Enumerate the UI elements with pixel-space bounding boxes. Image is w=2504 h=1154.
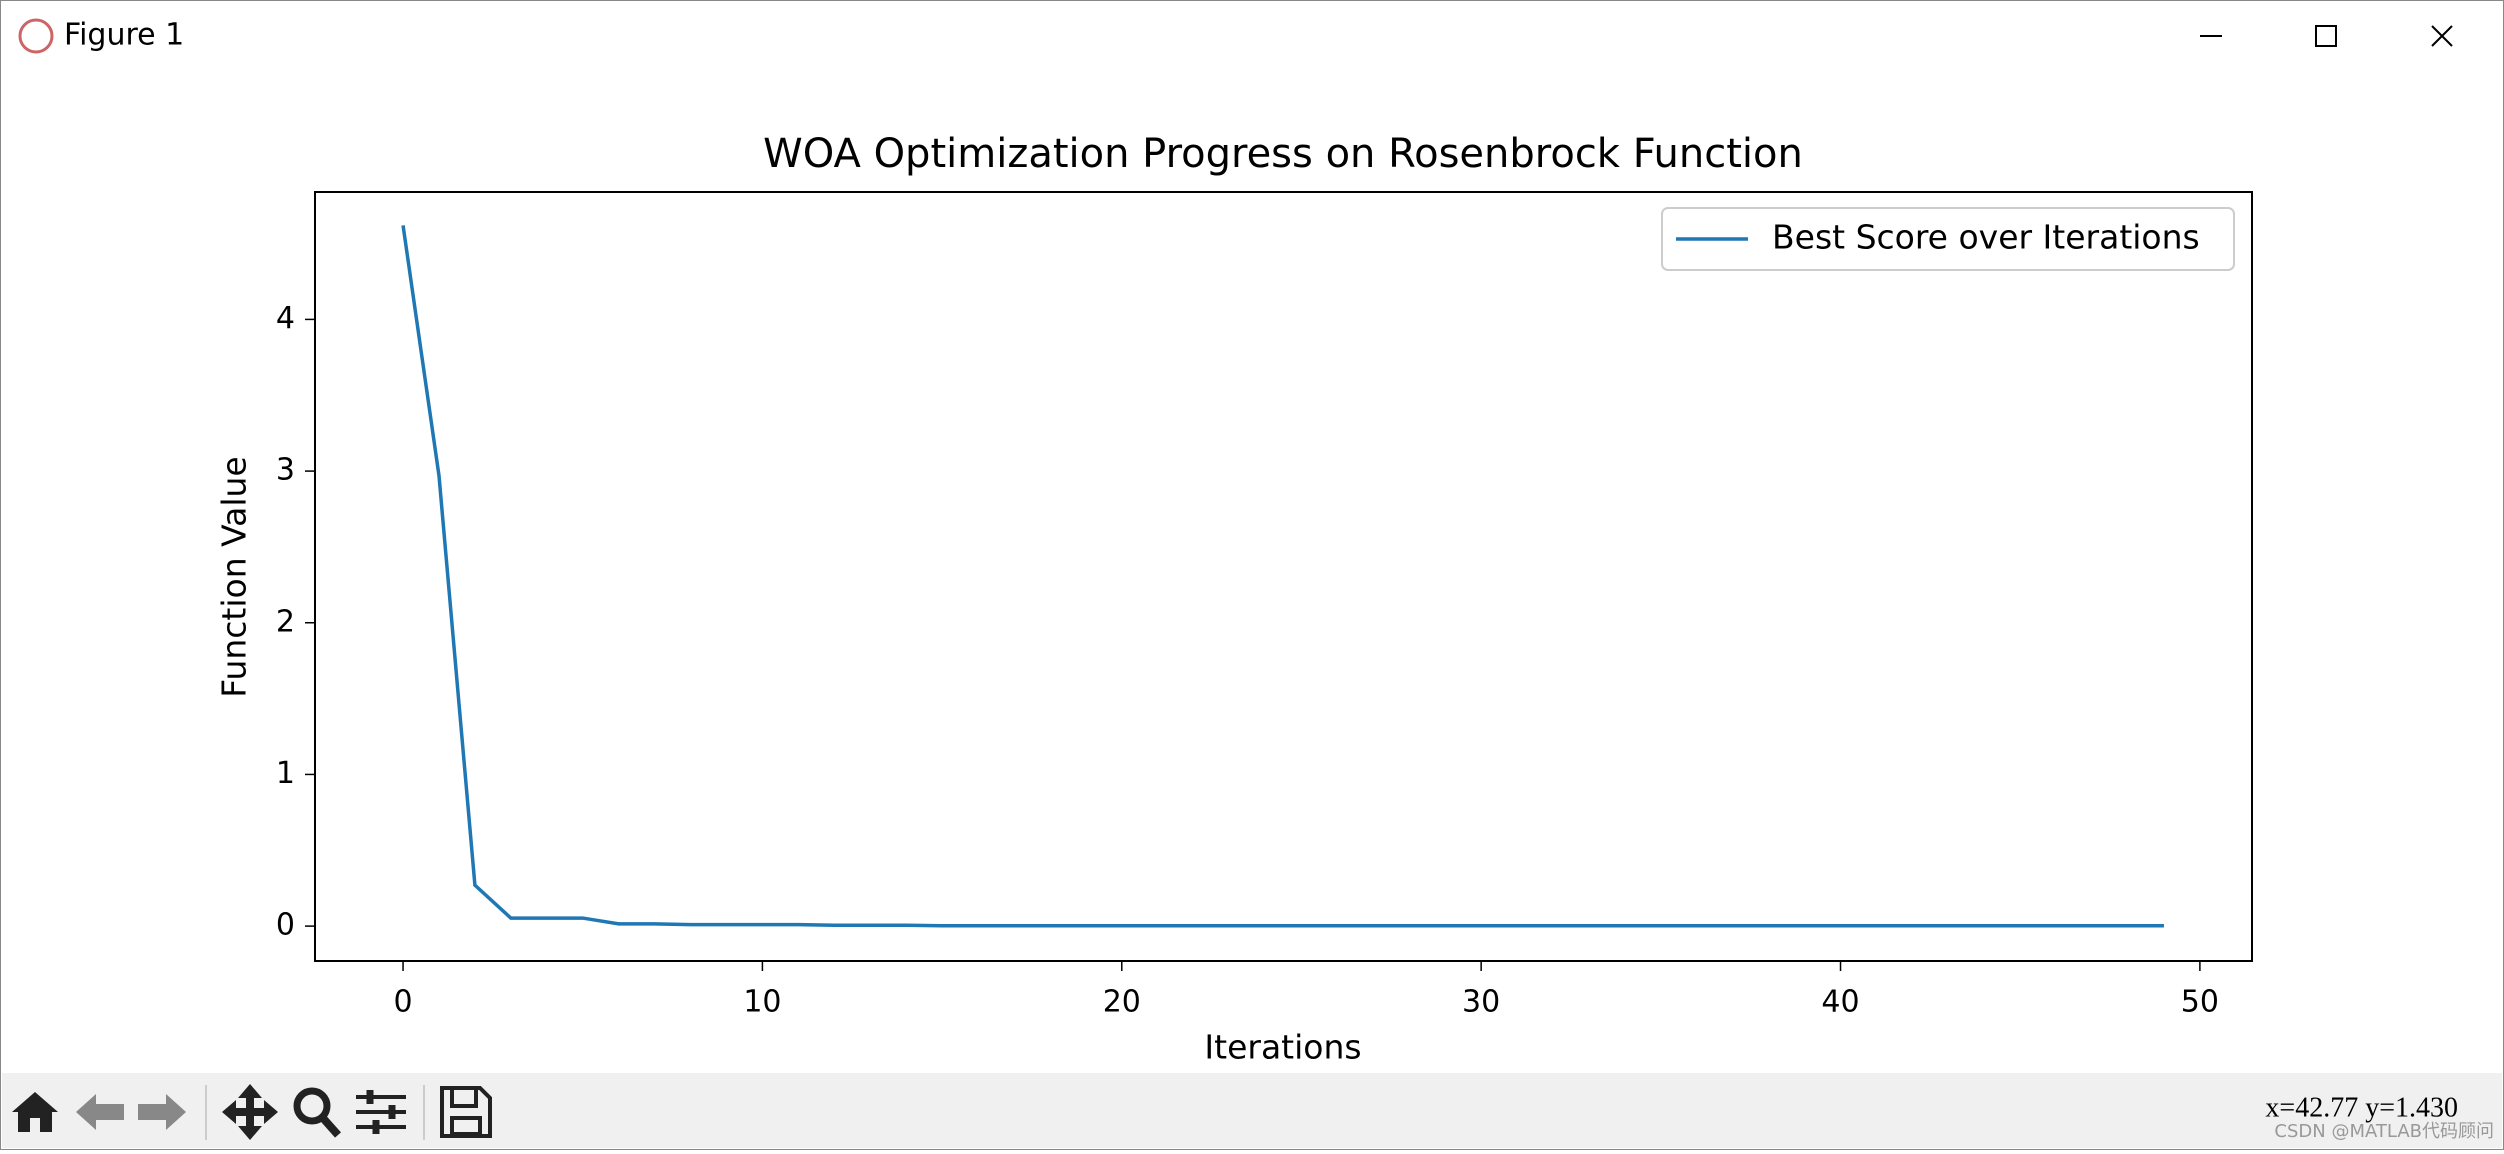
app-icon	[18, 18, 54, 54]
x-tick-label: 40	[1821, 985, 1859, 1020]
maximize-button[interactable]	[2315, 25, 2337, 47]
chart-title: WOA Optimization Progress on Rosenbrock …	[763, 131, 1803, 177]
x-tick-label: 10	[743, 985, 781, 1020]
plot-area: 0 10 20 30 40 50 0 1 2 3 4 Best Score over Iteratio…	[276, 191, 2253, 1020]
save-button[interactable]	[440, 1086, 492, 1138]
close-button[interactable]	[2431, 25, 2453, 47]
y-tick-label: 3	[276, 453, 295, 488]
home-button[interactable]	[12, 1092, 58, 1132]
x-axis-label: Iterations	[1204, 1028, 1361, 1067]
x-tick-label: 50	[2181, 985, 2219, 1020]
back-button[interactable]	[76, 1094, 124, 1130]
x-tick-label: 20	[1103, 985, 1141, 1020]
y-tick-label: 1	[276, 756, 295, 791]
line-series	[401, 225, 2164, 928]
pan-button[interactable]	[222, 1084, 278, 1140]
x-tick-label: 0	[393, 985, 412, 1020]
legend-box	[1661, 207, 2235, 271]
x-tick-label: 30	[1462, 985, 1500, 1020]
axes-frame	[314, 191, 2253, 962]
watermark: CSDN @MATLAB代码顾问	[2274, 1121, 2494, 1142]
y-tick-label: 0	[276, 908, 295, 943]
configure-sliders	[366, 1090, 396, 1134]
toolbar	[2, 1073, 2502, 1148]
y-tick-label: 2	[276, 604, 295, 639]
window-title: Figure 1	[64, 18, 184, 53]
forward-button[interactable]	[138, 1094, 186, 1130]
zoom-handle	[319, 1114, 341, 1138]
y-axis-label: Function Value	[215, 456, 254, 697]
legend-label: Best Score over Iterations	[1772, 218, 2200, 257]
configure-button[interactable]	[356, 1095, 406, 1129]
status-text: x=42.77 y=1.430	[2265, 1092, 2458, 1123]
y-tick-label: 4	[276, 301, 295, 336]
zoom-button[interactable]	[293, 1087, 331, 1125]
